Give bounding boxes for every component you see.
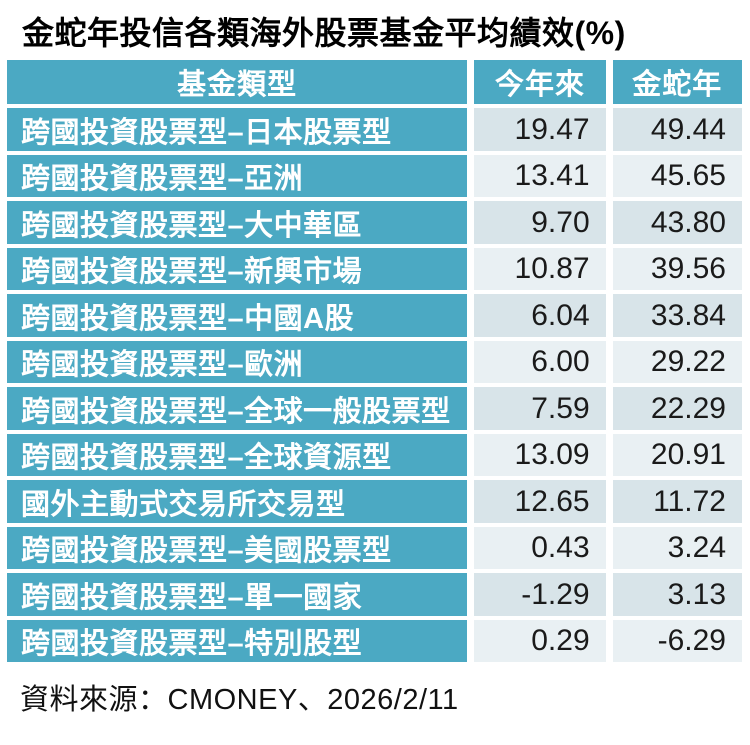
snake-year-value-cell: 39.56 [612,247,742,291]
fund-type-cell: 跨國投資股票型–日本股票型 [7,108,468,151]
fund-performance-table: 基金類型 今年來 金蛇年 跨國投資股票型–日本股票型 19.47 49.44 跨… [0,56,749,666]
ytd-value-cell: 10.87 [474,247,606,291]
column-header-ytd: 今年來 [474,60,606,105]
fund-type-cell: 跨國投資股票型–全球資源型 [7,433,468,477]
fund-type-cell: 跨國投資股票型–亞洲 [7,154,468,198]
snake-year-value-cell: 29.22 [612,340,742,384]
ytd-value-cell: 13.41 [474,154,606,198]
page-title: 金蛇年投信各類海外股票基金平均績效(%) [22,15,626,51]
column-header-fund-type: 基金類型 [7,60,468,105]
ytd-value-cell: 0.43 [474,526,606,570]
snake-year-value-cell: 3.13 [612,573,742,616]
table-header: 基金類型 今年來 金蛇年 [7,60,742,105]
fund-type-cell: 跨國投資股票型–歐洲 [7,340,468,384]
fund-type-cell: 跨國投資股票型–全球一般股票型 [7,387,468,430]
table-row: 跨國投資股票型–全球一般股票型 7.59 22.29 [7,387,742,430]
snake-year-value-cell: 43.80 [612,201,742,244]
ytd-value-cell: 19.47 [474,108,606,151]
ytd-value-cell: -1.29 [474,573,606,616]
snake-year-value-cell: 49.44 [612,108,742,151]
ytd-value-cell: 13.09 [474,433,606,477]
table-row: 跨國投資股票型–中國A股 6.04 33.84 [7,294,742,337]
fund-type-cell: 跨國投資股票型–新興市場 [7,247,468,291]
ytd-value-cell: 6.04 [474,294,606,337]
data-source-caption: 資料來源：CMONEY、2026/2/11 [20,684,459,717]
ytd-value-cell: 7.59 [474,387,606,430]
snake-year-value-cell: 33.84 [612,294,742,337]
snake-year-value-cell: 20.91 [612,433,742,477]
fund-type-cell: 跨國投資股票型–大中華區 [7,201,468,244]
snake-year-value-cell: 45.65 [612,154,742,198]
ytd-value-cell: 0.29 [474,619,606,663]
fund-type-cell: 跨國投資股票型–特別股型 [7,619,468,663]
fund-type-cell: 跨國投資股票型–中國A股 [7,294,468,337]
snake-year-value-cell: -6.29 [612,619,742,663]
table-row: 跨國投資股票型–全球資源型 13.09 20.91 [7,433,742,477]
table-row: 國外主動式交易所交易型 12.65 11.72 [7,480,742,523]
snake-year-value-cell: 22.29 [612,387,742,430]
ytd-value-cell: 9.70 [474,201,606,244]
table-row: 跨國投資股票型–亞洲 13.41 45.65 [7,154,742,198]
ytd-value-cell: 12.65 [474,480,606,523]
table-row: 跨國投資股票型–大中華區 9.70 43.80 [7,201,742,244]
table-body: 跨國投資股票型–日本股票型 19.47 49.44 跨國投資股票型–亞洲 13.… [7,108,742,663]
table-header-row: 基金類型 今年來 金蛇年 [7,60,742,105]
table-row: 跨國投資股票型–單一國家 -1.29 3.13 [7,573,742,616]
fund-type-cell: 跨國投資股票型–單一國家 [7,573,468,616]
table-row: 跨國投資股票型–日本股票型 19.47 49.44 [7,108,742,151]
snake-year-value-cell: 11.72 [612,480,742,523]
table-row: 跨國投資股票型–美國股票型 0.43 3.24 [7,526,742,570]
table-row: 跨國投資股票型–歐洲 6.00 29.22 [7,340,742,384]
fund-type-cell: 跨國投資股票型–美國股票型 [7,526,468,570]
column-header-snake-year: 金蛇年 [612,60,742,105]
fund-type-cell: 國外主動式交易所交易型 [7,480,468,523]
snake-year-value-cell: 3.24 [612,526,742,570]
table-row: 跨國投資股票型–特別股型 0.29 -6.29 [7,619,742,663]
ytd-value-cell: 6.00 [474,340,606,384]
table-row: 跨國投資股票型–新興市場 10.87 39.56 [7,247,742,291]
